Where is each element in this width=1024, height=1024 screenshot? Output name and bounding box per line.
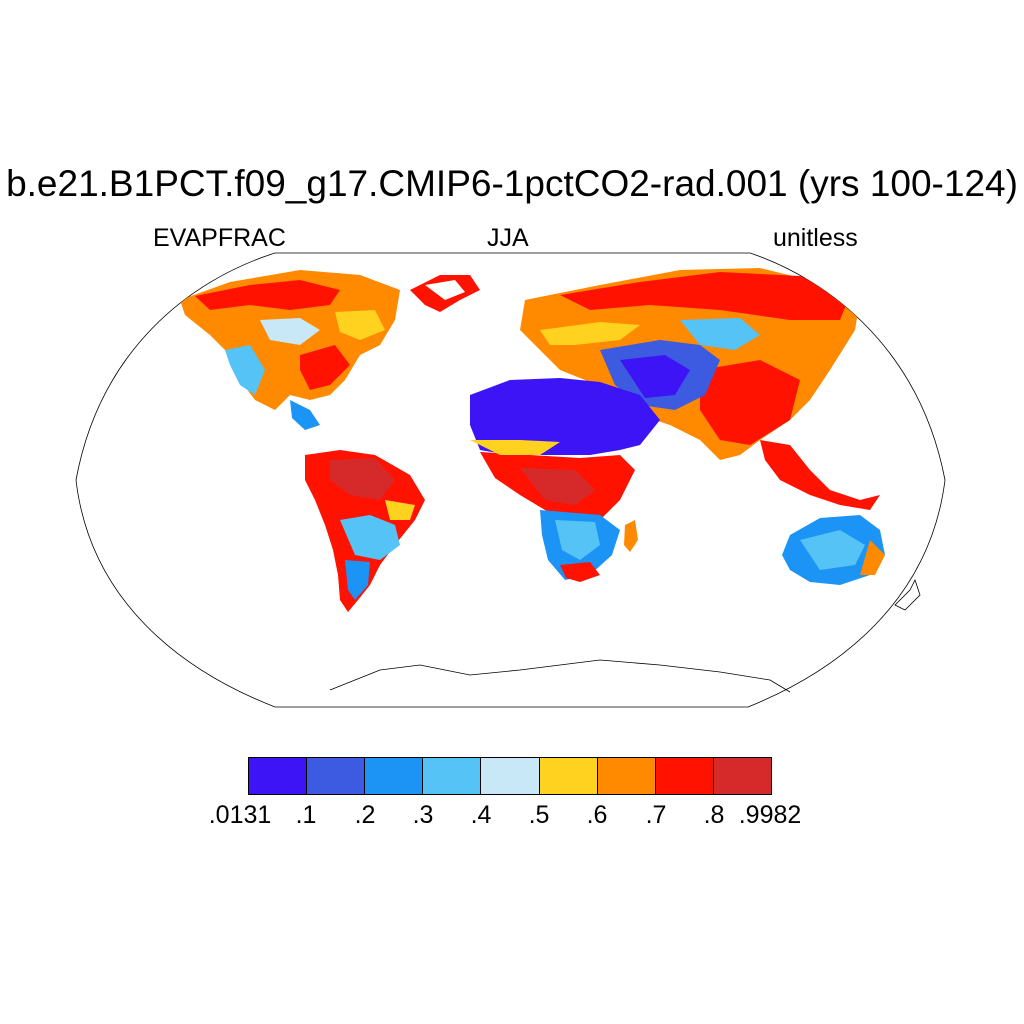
colorbar-tick: .2 (354, 801, 376, 829)
colorbar-tick: .9982 (738, 801, 802, 829)
antarctica-outline (329, 659, 791, 693)
colorbar-swatch-5 (481, 758, 540, 794)
new-zealand-outline (894, 578, 921, 611)
madagascar (624, 520, 638, 552)
variable-label: EVAPFRAC (153, 224, 286, 252)
colorbar-tick: .4 (470, 801, 492, 829)
colorbar-tick: .0131 (208, 801, 272, 829)
colorbar-swatch-8 (655, 758, 714, 794)
colorbar-swatch-2 (307, 758, 366, 794)
colorbar-tick: .7 (645, 801, 667, 829)
central-america (290, 400, 320, 430)
land-fill (180, 268, 885, 612)
colorbar-swatch-6 (539, 758, 598, 794)
colorbar-tick: .3 (412, 801, 434, 829)
colorbar-swatch-9 (713, 758, 771, 794)
colorbar-swatch-1 (249, 758, 308, 794)
colorbar-swatch-3 (365, 758, 424, 794)
plot-title: b.e21.B1PCT.f09_g17.CMIP6-1pctCO2-rad.00… (6, 163, 1018, 204)
colorbar-tick: .6 (586, 801, 608, 829)
colorbar-tick: .8 (703, 801, 725, 829)
units-label: unitless (773, 224, 858, 252)
colorbar-tick: .1 (295, 801, 317, 829)
season-label: JJA (487, 224, 529, 252)
colorbar-tick: .5 (528, 801, 550, 829)
africa (470, 378, 660, 455)
maritime-asia (760, 440, 880, 510)
colorbar (248, 757, 772, 795)
colorbar-swatch-4 (423, 758, 482, 794)
colorbar-swatch-7 (597, 758, 656, 794)
colorbar-tick-labels: .0131 .1 .2 .3 .4 .5 .6 .7 .8 .9982 (0, 800, 1024, 834)
